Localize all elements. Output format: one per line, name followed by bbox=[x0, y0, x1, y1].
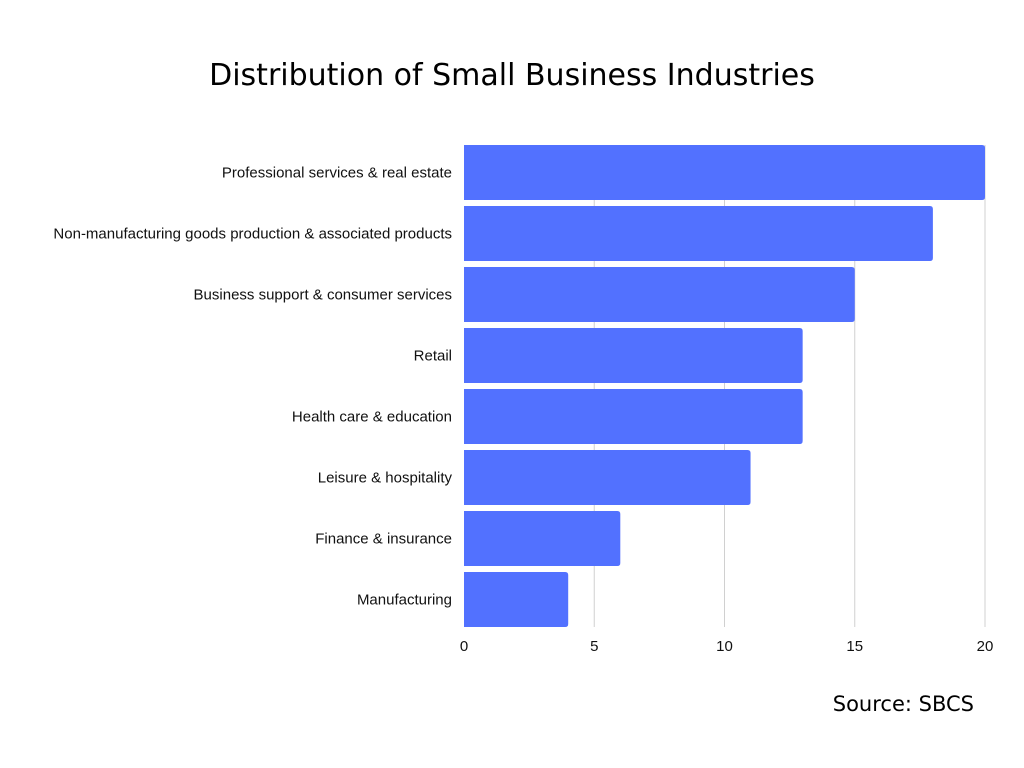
category-label: Finance & insurance bbox=[315, 531, 452, 548]
category-label: Non-manufacturing goods production & ass… bbox=[53, 226, 452, 243]
bar bbox=[464, 206, 933, 261]
bar bbox=[464, 450, 751, 505]
x-tick-label: 5 bbox=[590, 638, 598, 655]
x-tick-label: 20 bbox=[977, 638, 994, 655]
x-tick-label: 15 bbox=[846, 638, 863, 655]
bar bbox=[464, 145, 985, 200]
category-label: Business support & consumer services bbox=[194, 287, 452, 304]
bar bbox=[464, 572, 569, 627]
bar bbox=[464, 511, 621, 566]
category-label: Retail bbox=[414, 348, 452, 365]
source-note: Source: SBCS bbox=[832, 692, 974, 716]
bar bbox=[464, 267, 855, 322]
category-label: Leisure & hospitality bbox=[318, 470, 453, 487]
category-label: Professional services & real estate bbox=[222, 165, 452, 182]
bar bbox=[464, 328, 803, 383]
x-tick-label: 10 bbox=[716, 638, 733, 655]
chart-title: Distribution of Small Business Industrie… bbox=[209, 58, 815, 93]
category-label: Manufacturing bbox=[357, 592, 452, 609]
bar bbox=[464, 389, 803, 444]
category-label: Health care & education bbox=[292, 409, 452, 426]
x-tick-label: 0 bbox=[460, 638, 468, 655]
